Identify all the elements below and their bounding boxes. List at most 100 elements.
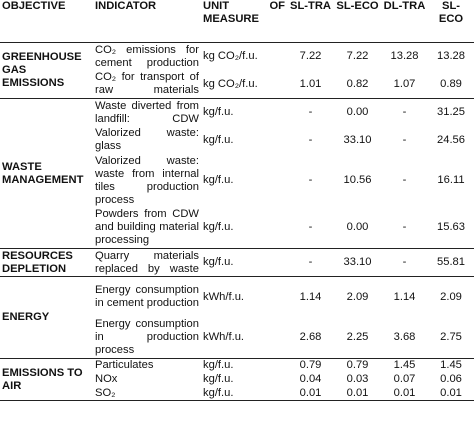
objective-cell: GREENHOUSE GAS EMISSIONS [0, 42, 93, 99]
value-cell-dl-tra: - [402, 174, 407, 186]
value-cell-sl-tra: 7.22 [299, 50, 322, 63]
indicator-cell: Particulates [95, 359, 154, 372]
table-row: Valorized waste: glass kg/f.u. - 33.10 - 24.5… [0, 127, 474, 154]
value-cell-dl-tra: - [381, 207, 428, 249]
value-cell-sl-tra: - [308, 106, 313, 119]
objective-cell: EMISSIONS TO AIR [0, 358, 93, 401]
value-cell-sl-tra: 0.79 [299, 359, 322, 372]
header-indicator: INDICATOR [93, 0, 201, 43]
value-cell-sl-tra: - [308, 174, 313, 186]
value-cell-dl-tra: 1.45 [393, 359, 416, 372]
header-dl-eco: SL-ECO [428, 0, 474, 43]
indicator-cell: Waste diverted from landfill: CDW [95, 99, 199, 125]
indicator-cell: CO₂ for transport of raw materials [93, 70, 201, 99]
value-cell-dl-eco: 2.75 [428, 317, 474, 359]
unit-cell: kg/f.u. [203, 174, 234, 186]
value-cell-dl-eco: 0.89 [428, 70, 474, 99]
indicator-cell: Energy consumption in production process [93, 317, 201, 359]
value-cell-sl-eco: 0.82 [334, 70, 381, 99]
table-row: Valorized waste: waste from internal til… [0, 154, 474, 208]
objective-cell: RESOURCES DEPLETION [0, 248, 93, 277]
unit-cell: kg/f.u. [201, 386, 287, 401]
unit-cell: kg/f.u. [201, 207, 287, 249]
table-row: EMISSIONS TO AIR Particulates kg/f.u. 0.79 0… [0, 358, 474, 401]
value-cell-dl-tra: 1.14 [393, 290, 416, 303]
value-cell-sl-tra: 2.68 [287, 317, 334, 359]
table-row: SO₂ kg/f.u. 0.01 0.01 0.01 0.01 [0, 386, 474, 401]
header-sl-eco: SL-ECO [334, 0, 381, 43]
unit-cell: kWh/f.u. [203, 290, 245, 303]
table-row: NOx kg/f.u. 0.04 0.03 0.07 0.06 [0, 373, 474, 387]
indicator-cell: NOx [95, 373, 118, 385]
indicator-cell: Energy consumption in cement production [95, 284, 199, 310]
indicator-cell: Valorized waste: glass [95, 127, 199, 152]
unit-cell: kWh/f.u. [201, 317, 287, 359]
header-unit-word-unit: UNIT [203, 0, 230, 12]
value-cell-dl-eco: 15.63 [428, 207, 474, 249]
unit-cell: kg/f.u. [203, 106, 234, 119]
header-unit-word-measure: MEASURE [203, 13, 259, 25]
value-cell-sl-eco: 33.10 [343, 133, 372, 146]
unit-cell: kg/f.u. [201, 248, 287, 277]
value-cell-dl-tra: - [402, 133, 407, 146]
value-cell-dl-eco: 1.45 [440, 359, 462, 372]
unit-cell: kg CO₂/f.u. [201, 70, 287, 99]
unit-cell: kg/f.u. [203, 373, 234, 385]
table-row: Powders from CDW and building material p… [0, 207, 474, 249]
value-cell-dl-eco: 0.06 [440, 373, 462, 385]
header-unit-word-of: OF [269, 0, 285, 12]
value-cell-dl-tra: - [402, 106, 407, 119]
indicator-cell: Powders from CDW and building material p… [93, 207, 201, 249]
header-dl-tra: DL-TRA [381, 0, 428, 43]
value-cell-sl-tra: 1.01 [287, 70, 334, 99]
indicator-cell: CO₂ emissions for cement production [95, 43, 199, 69]
value-cell-sl-eco: 33.10 [334, 248, 381, 277]
header-row: OBJECTIVE INDICATOR UNIT OF MEASURE SL-T… [0, 0, 474, 43]
value-cell-dl-tra: - [381, 248, 428, 277]
objective-cell: WASTE MANAGEMENT [0, 98, 93, 249]
unit-cell: kg/f.u. [203, 133, 234, 146]
table-row: ENERGY Energy consumption in cement produ… [0, 276, 474, 359]
value-cell-sl-eco: 0.01 [334, 386, 381, 401]
header-sl-tra: SL-TRA [287, 0, 334, 43]
value-cell-dl-eco: 16.11 [437, 174, 465, 186]
value-cell-sl-eco: 0.03 [346, 373, 369, 385]
indicator-cell: Valorized waste: waste from internal til… [95, 154, 199, 206]
value-cell-sl-tra: - [287, 248, 334, 277]
header-unit: UNIT OF MEASURE [201, 0, 287, 43]
table-row: Energy consumption in production process… [0, 317, 474, 359]
value-cell-sl-tra: 0.01 [287, 386, 334, 401]
value-cell-dl-tra: 0.07 [393, 373, 416, 385]
table-row: CO₂ for transport of raw materials kg CO₂… [0, 70, 474, 99]
unit-cell: kg CO₂/f.u. [203, 50, 258, 63]
value-cell-sl-eco: 0.00 [334, 207, 381, 249]
results-table: OBJECTIVE INDICATOR UNIT OF MEASURE SL-T… [0, 0, 474, 401]
unit-cell: kg/f.u. [203, 359, 234, 372]
value-cell-dl-eco: 13.28 [437, 50, 465, 63]
value-cell-dl-eco: 55.81 [428, 248, 474, 277]
table-row: WASTE MANAGEMENT Waste diverted from land… [0, 98, 474, 249]
objective-cell: ENERGY [0, 276, 93, 359]
value-cell-sl-eco: 10.56 [343, 174, 372, 186]
value-cell-dl-tra: 3.68 [381, 317, 428, 359]
value-cell-dl-eco: 24.56 [437, 133, 465, 146]
table-body: GREENHOUSE GAS EMISSIONS CO₂ emissions fo… [0, 42, 474, 401]
value-cell-sl-eco: 0.79 [346, 359, 369, 372]
value-cell-sl-eco: 2.09 [346, 290, 369, 303]
header-unit-line: UNIT OF [203, 0, 285, 13]
value-cell-sl-eco: 0.00 [346, 106, 369, 119]
table-row: RESOURCES DEPLETION Quarry materials repl… [0, 248, 474, 277]
indicator-cell: Quarry materials replaced by waste [93, 248, 201, 277]
header-objective: OBJECTIVE [0, 0, 93, 43]
value-cell-dl-eco: 0.01 [428, 386, 474, 401]
value-cell-sl-tra: 0.04 [299, 373, 322, 385]
value-cell-dl-tra: 13.28 [390, 50, 419, 63]
indicator-cell: SO₂ [93, 386, 201, 401]
value-cell-sl-tra: - [287, 207, 334, 249]
value-cell-sl-eco: 2.25 [334, 317, 381, 359]
value-cell-sl-tra: 1.14 [299, 290, 322, 303]
value-cell-dl-eco: 2.09 [440, 290, 462, 303]
value-cell-dl-tra: 1.07 [381, 70, 428, 99]
table-row: GREENHOUSE GAS EMISSIONS CO₂ emissions fo… [0, 42, 474, 99]
value-cell-dl-eco: 31.25 [437, 106, 465, 119]
